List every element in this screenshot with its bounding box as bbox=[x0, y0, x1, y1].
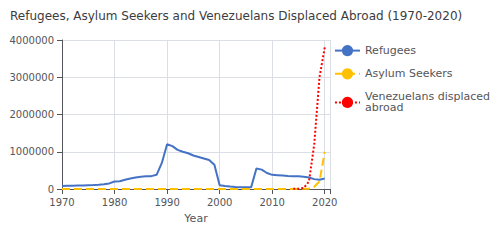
svg-text:Refugees, Asylum Seekers and V: Refugees, Asylum Seekers and Venezuelans… bbox=[10, 9, 462, 23]
svg-text:Year: Year bbox=[183, 212, 208, 225]
svg-text:Refugees: Refugees bbox=[365, 44, 416, 57]
svg-text:1970: 1970 bbox=[49, 197, 74, 208]
svg-text:1980: 1980 bbox=[102, 197, 127, 208]
svg-text:Asylum Seekers: Asylum Seekers bbox=[365, 67, 453, 80]
svg-text:1000000: 1000000 bbox=[9, 146, 54, 157]
svg-text:abroad: abroad bbox=[365, 101, 403, 114]
svg-text:4000000: 4000000 bbox=[9, 35, 54, 46]
svg-text:2020: 2020 bbox=[312, 197, 337, 208]
svg-text:2010: 2010 bbox=[259, 197, 284, 208]
svg-text:Venezuelans displaced: Venezuelans displaced bbox=[365, 90, 490, 104]
svg-text:0: 0 bbox=[48, 184, 54, 195]
svg-text:2000000: 2000000 bbox=[9, 109, 54, 120]
svg-text:1990: 1990 bbox=[154, 197, 179, 208]
svg-text:2000: 2000 bbox=[207, 197, 232, 208]
svg-text:3000000: 3000000 bbox=[9, 72, 54, 83]
